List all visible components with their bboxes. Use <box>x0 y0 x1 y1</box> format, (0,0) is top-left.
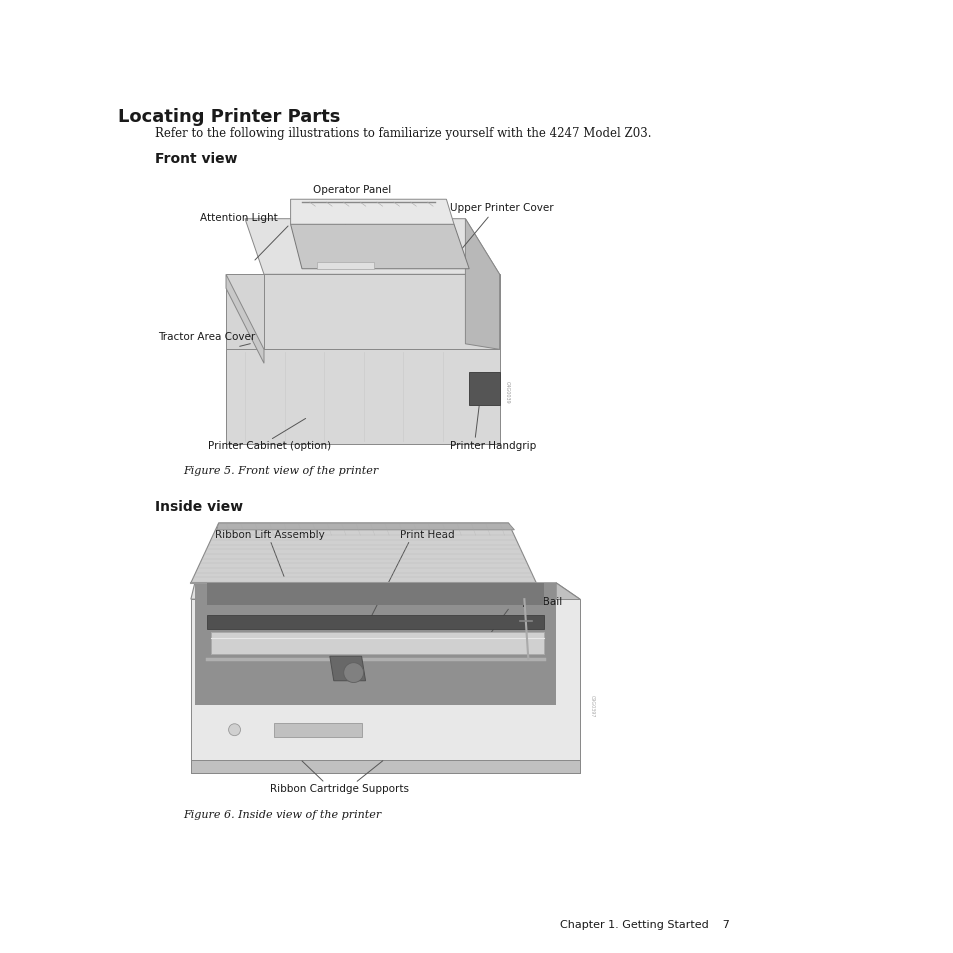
Polygon shape <box>226 350 499 444</box>
Text: Inside view: Inside view <box>154 499 243 514</box>
Text: Figure 5. Front view of the printer: Figure 5. Front view of the printer <box>183 465 377 476</box>
Text: Printer Handgrip: Printer Handgrip <box>450 440 536 451</box>
Text: Print Head: Print Head <box>399 530 455 539</box>
Polygon shape <box>191 599 579 774</box>
Polygon shape <box>216 523 514 530</box>
Text: Locating Printer Parts: Locating Printer Parts <box>118 108 340 126</box>
Polygon shape <box>469 373 499 406</box>
Text: C4G0039: C4G0039 <box>504 380 509 403</box>
Polygon shape <box>245 219 499 275</box>
Bar <box>274 723 361 737</box>
Circle shape <box>229 724 240 736</box>
Polygon shape <box>330 657 365 681</box>
Polygon shape <box>556 583 579 774</box>
Polygon shape <box>211 632 543 654</box>
Polygon shape <box>465 219 499 350</box>
Text: Ribbon Cartridge Supports: Ribbon Cartridge Supports <box>271 783 409 793</box>
Polygon shape <box>207 616 543 629</box>
Polygon shape <box>191 523 536 583</box>
Text: Figure 6. Inside view of the printer: Figure 6. Inside view of the printer <box>183 809 381 820</box>
Text: Upper Printer Cover: Upper Printer Cover <box>450 203 553 213</box>
Text: Chapter 1. Getting Started    7: Chapter 1. Getting Started 7 <box>559 919 729 929</box>
Text: Ribbon Lift Assembly: Ribbon Lift Assembly <box>214 530 325 539</box>
Polygon shape <box>191 583 579 599</box>
Bar <box>317 262 374 270</box>
Polygon shape <box>226 275 291 434</box>
Text: Paper Bail: Paper Bail <box>510 597 561 606</box>
Polygon shape <box>264 275 499 350</box>
Polygon shape <box>194 583 556 705</box>
Text: C9G0397: C9G0397 <box>589 695 594 717</box>
Text: Tractor Area Cover: Tractor Area Cover <box>158 332 255 341</box>
Text: Attention Light: Attention Light <box>200 213 277 223</box>
Polygon shape <box>191 760 579 774</box>
Circle shape <box>343 663 363 682</box>
Text: Front view: Front view <box>154 152 237 166</box>
Polygon shape <box>207 583 543 605</box>
Polygon shape <box>291 225 469 270</box>
Text: Refer to the following illustrations to familiarize yourself with the 4247 Model: Refer to the following illustrations to … <box>154 127 651 140</box>
Text: Operator Panel: Operator Panel <box>313 185 391 194</box>
Polygon shape <box>291 200 454 225</box>
Text: Printer Cabinet (option): Printer Cabinet (option) <box>208 440 332 451</box>
Polygon shape <box>226 275 264 364</box>
